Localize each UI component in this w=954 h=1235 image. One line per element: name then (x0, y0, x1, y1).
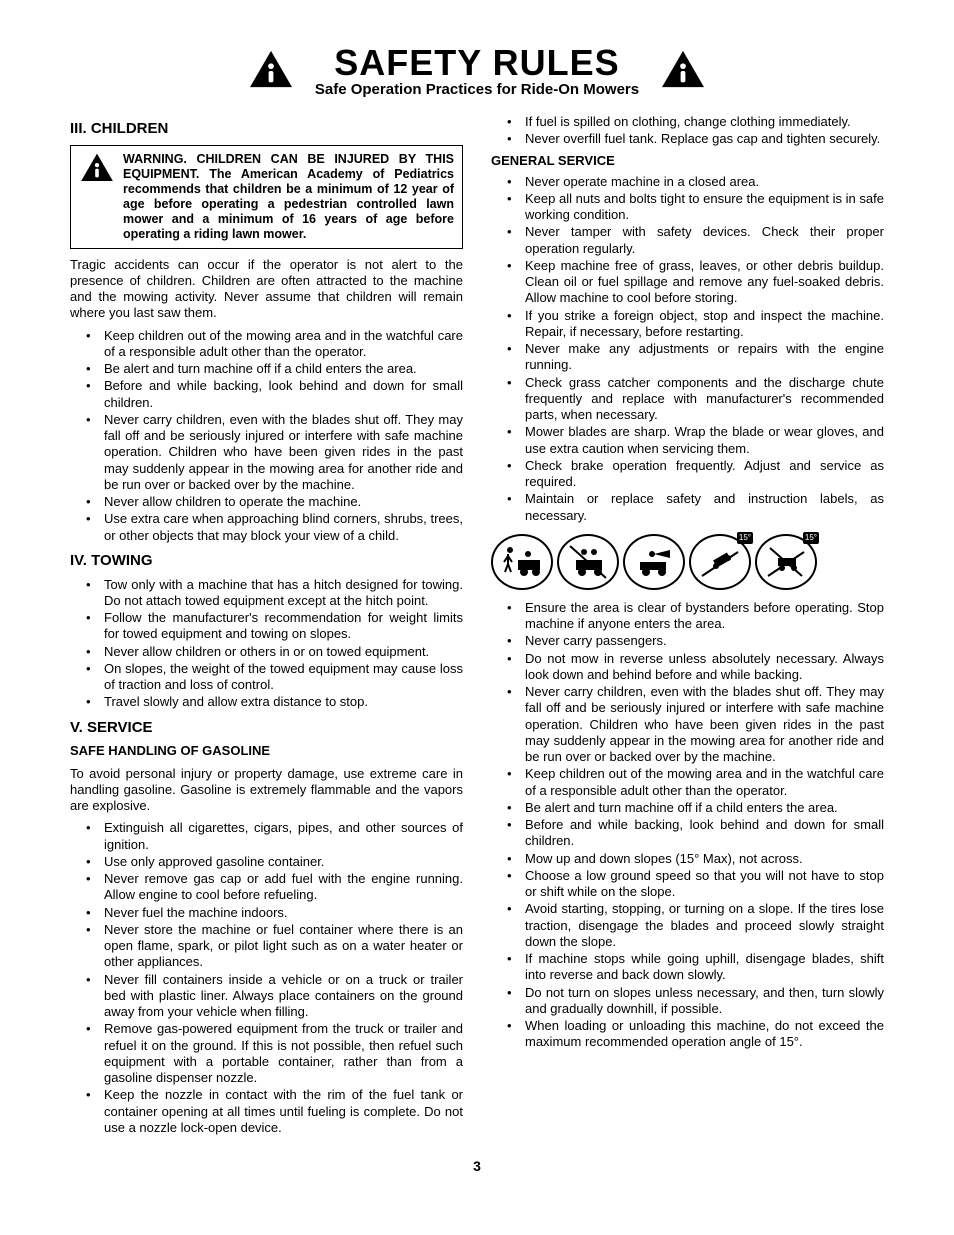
list-item: Avoid starting, stopping, or turning on … (491, 901, 884, 950)
list-item: Before and while backing, look behind an… (70, 378, 463, 411)
final-safety-list: Ensure the area is clear of bystanders b… (491, 600, 884, 1051)
list-item: Never carry children, even with the blad… (70, 412, 463, 493)
general-service-list: Never operate machine in a closed area.K… (491, 174, 884, 524)
list-item: Never store the machine or fuel containe… (70, 922, 463, 971)
list-item: Maintain or replace safety and instructi… (491, 491, 884, 524)
list-item: Check brake operation frequently. Adjust… (491, 458, 884, 491)
list-item: Extinguish all cigarettes, cigars, pipes… (70, 820, 463, 853)
main-title: SAFETY RULES (315, 40, 639, 85)
list-item: Do not turn on slopes unless necessary, … (491, 985, 884, 1018)
section-5-heading: V. SERVICE (70, 719, 463, 738)
list-item: Before and while backing, look behind an… (491, 817, 884, 850)
section-4-heading: IV. TOWING (70, 552, 463, 571)
list-item: If you strike a foreign object, stop and… (491, 308, 884, 341)
list-item: If fuel is spilled on clothing, change c… (491, 114, 884, 130)
list-item: Mower blades are sharp. Wrap the blade o… (491, 424, 884, 457)
list-item: Do not mow in reverse unless absolutely … (491, 651, 884, 684)
section-3-list: Keep children out of the mowing area and… (70, 328, 463, 544)
list-item: If machine stops while going uphill, dis… (491, 951, 884, 984)
general-service-subheading: GENERAL SERVICE (491, 153, 884, 169)
section-3-intro: Tragic accidents can occur if the operat… (70, 257, 463, 322)
list-item: Use only approved gasoline container. (70, 854, 463, 870)
subtitle: Safe Operation Practices for Ride-On Mow… (315, 81, 639, 100)
list-item: Never fuel the machine indoors. (70, 905, 463, 921)
list-item: Tow only with a machine that has a hitch… (70, 577, 463, 610)
page-header: SAFETY RULES Safe Operation Practices fo… (70, 40, 884, 100)
warning-triangle-icon (79, 152, 115, 184)
list-item: Never carry passengers. (491, 633, 884, 649)
list-item: On slopes, the weight of the towed equip… (70, 661, 463, 694)
list-item: Use extra care when approaching blind co… (70, 511, 463, 544)
list-item: Never overfill fuel tank. Replace gas ca… (491, 131, 884, 147)
list-item: Never make any adjustments or repairs wi… (491, 341, 884, 374)
list-item: Keep children out of the mowing area and… (491, 766, 884, 799)
list-item: Keep all nuts and bolts tight to ensure … (491, 191, 884, 224)
list-item: Check grass catcher components and the d… (491, 375, 884, 424)
gasoline-list-cont: If fuel is spilled on clothing, change c… (491, 114, 884, 148)
list-item: Be alert and turn machine off if a child… (491, 800, 884, 816)
warning-text: WARNING. CHILDREN CAN BE INJURED BY THIS… (123, 152, 454, 242)
children-warning-box: WARNING. CHILDREN CAN BE INJURED BY THIS… (70, 145, 463, 249)
list-item: Remove gas-powered equipment from the tr… (70, 1021, 463, 1086)
slope-up-down-icon: 15° (689, 534, 751, 590)
list-item: Never allow children to operate the mach… (70, 494, 463, 510)
list-item: Never operate machine in a closed area. (491, 174, 884, 190)
right-column: If fuel is spilled on clothing, change c… (491, 112, 884, 1138)
list-item: Never carry children, even with the blad… (491, 684, 884, 765)
list-item: Mow up and down slopes (15° Max), not ac… (491, 851, 884, 867)
angle-badge: 15° (737, 532, 753, 544)
gasoline-intro: To avoid personal injury or property dam… (70, 766, 463, 815)
list-item: Never allow children or others in or on … (70, 644, 463, 660)
list-item: When loading or unloading this machine, … (491, 1018, 884, 1051)
list-item: Choose a low ground speed so that you wi… (491, 868, 884, 901)
list-item: Never fill containers inside a vehicle o… (70, 972, 463, 1021)
list-item: Follow the manufacturer's recommendation… (70, 610, 463, 643)
no-passenger-icon (557, 534, 619, 590)
page-number: 3 (70, 1158, 884, 1176)
list-item: Travel slowly and allow extra distance t… (70, 694, 463, 710)
gasoline-subheading: SAFE HANDLING OF GASOLINE (70, 743, 463, 759)
section-3-heading: III. CHILDREN (70, 120, 463, 139)
list-item: Keep children out of the mowing area and… (70, 328, 463, 361)
section-4-list: Tow only with a machine that has a hitch… (70, 577, 463, 711)
bystander-icon (491, 534, 553, 590)
list-item: Be alert and turn machine off if a child… (70, 361, 463, 377)
warning-triangle-icon (247, 49, 295, 91)
list-item: Never remove gas cap or add fuel with th… (70, 871, 463, 904)
list-item: Keep the nozzle in contact with the rim … (70, 1087, 463, 1136)
safety-icon-row: 15° 15° (491, 534, 884, 590)
slope-across-icon: 15° (755, 534, 817, 590)
list-item: Never tamper with safety devices. Check … (491, 224, 884, 257)
gasoline-list: Extinguish all cigarettes, cigars, pipes… (70, 820, 463, 1136)
reverse-look-icon (623, 534, 685, 590)
left-column: III. CHILDREN WARNING. CHILDREN CAN BE I… (70, 112, 463, 1138)
angle-badge: 15° (803, 532, 819, 544)
content-columns: III. CHILDREN WARNING. CHILDREN CAN BE I… (70, 112, 884, 1138)
list-item: Keep machine free of grass, leaves, or o… (491, 258, 884, 307)
list-item: Ensure the area is clear of bystanders b… (491, 600, 884, 633)
warning-triangle-icon (659, 49, 707, 91)
